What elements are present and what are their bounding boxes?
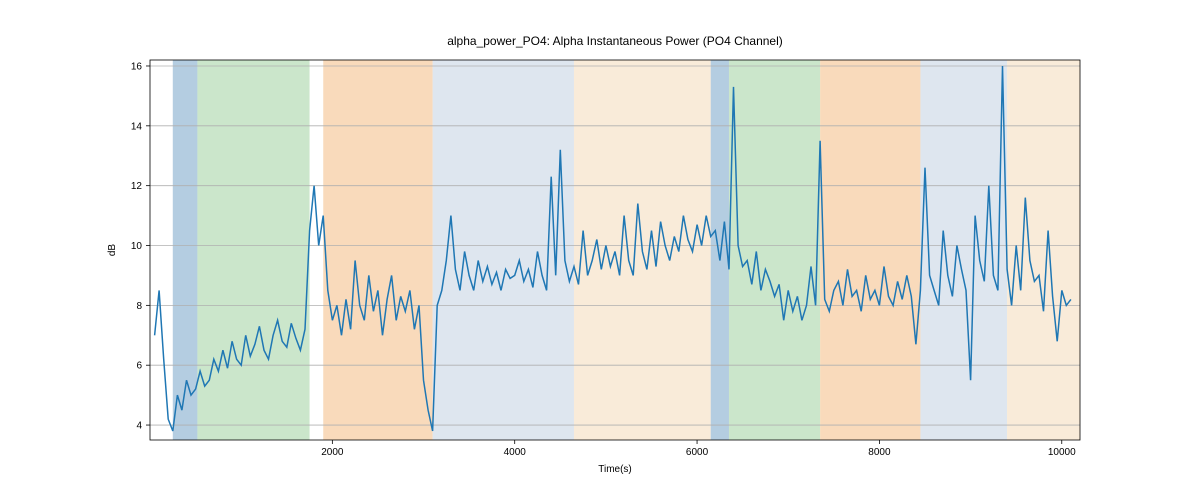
y-tick-label: 16 [131, 61, 143, 72]
y-tick-label: 12 [131, 181, 143, 192]
x-tick-label: 8000 [868, 447, 891, 458]
x-axis-label: Time(s) [598, 464, 632, 475]
band-region [729, 60, 820, 440]
chart-svg: 2000 4000 6000 8000 10000 4 6 8 10 12 14 16 Time(s) d… [0, 0, 1200, 500]
y-tick-label: 6 [136, 361, 142, 372]
band-region [1007, 60, 1080, 440]
band-region [711, 60, 729, 440]
band-region [323, 60, 432, 440]
x-tick-label: 2000 [321, 447, 344, 458]
y-tick-label: 10 [131, 241, 143, 252]
band-region [920, 60, 1007, 440]
x-tick-label: 6000 [686, 447, 709, 458]
band-region [197, 60, 309, 440]
chart-title: alpha_power_PO4: Alpha Instantaneous Pow… [447, 34, 783, 48]
y-tick-label: 4 [136, 421, 142, 432]
y-axis-label: dB [107, 244, 118, 257]
y-tick-label: 8 [136, 301, 142, 312]
x-tick-label: 10000 [1048, 447, 1076, 458]
band-region [820, 60, 920, 440]
y-tick-label: 14 [131, 121, 143, 132]
chart-container: 2000 4000 6000 8000 10000 4 6 8 10 12 14 16 Time(s) d… [0, 0, 1200, 500]
x-tick-label: 4000 [504, 447, 527, 458]
band-region [173, 60, 198, 440]
